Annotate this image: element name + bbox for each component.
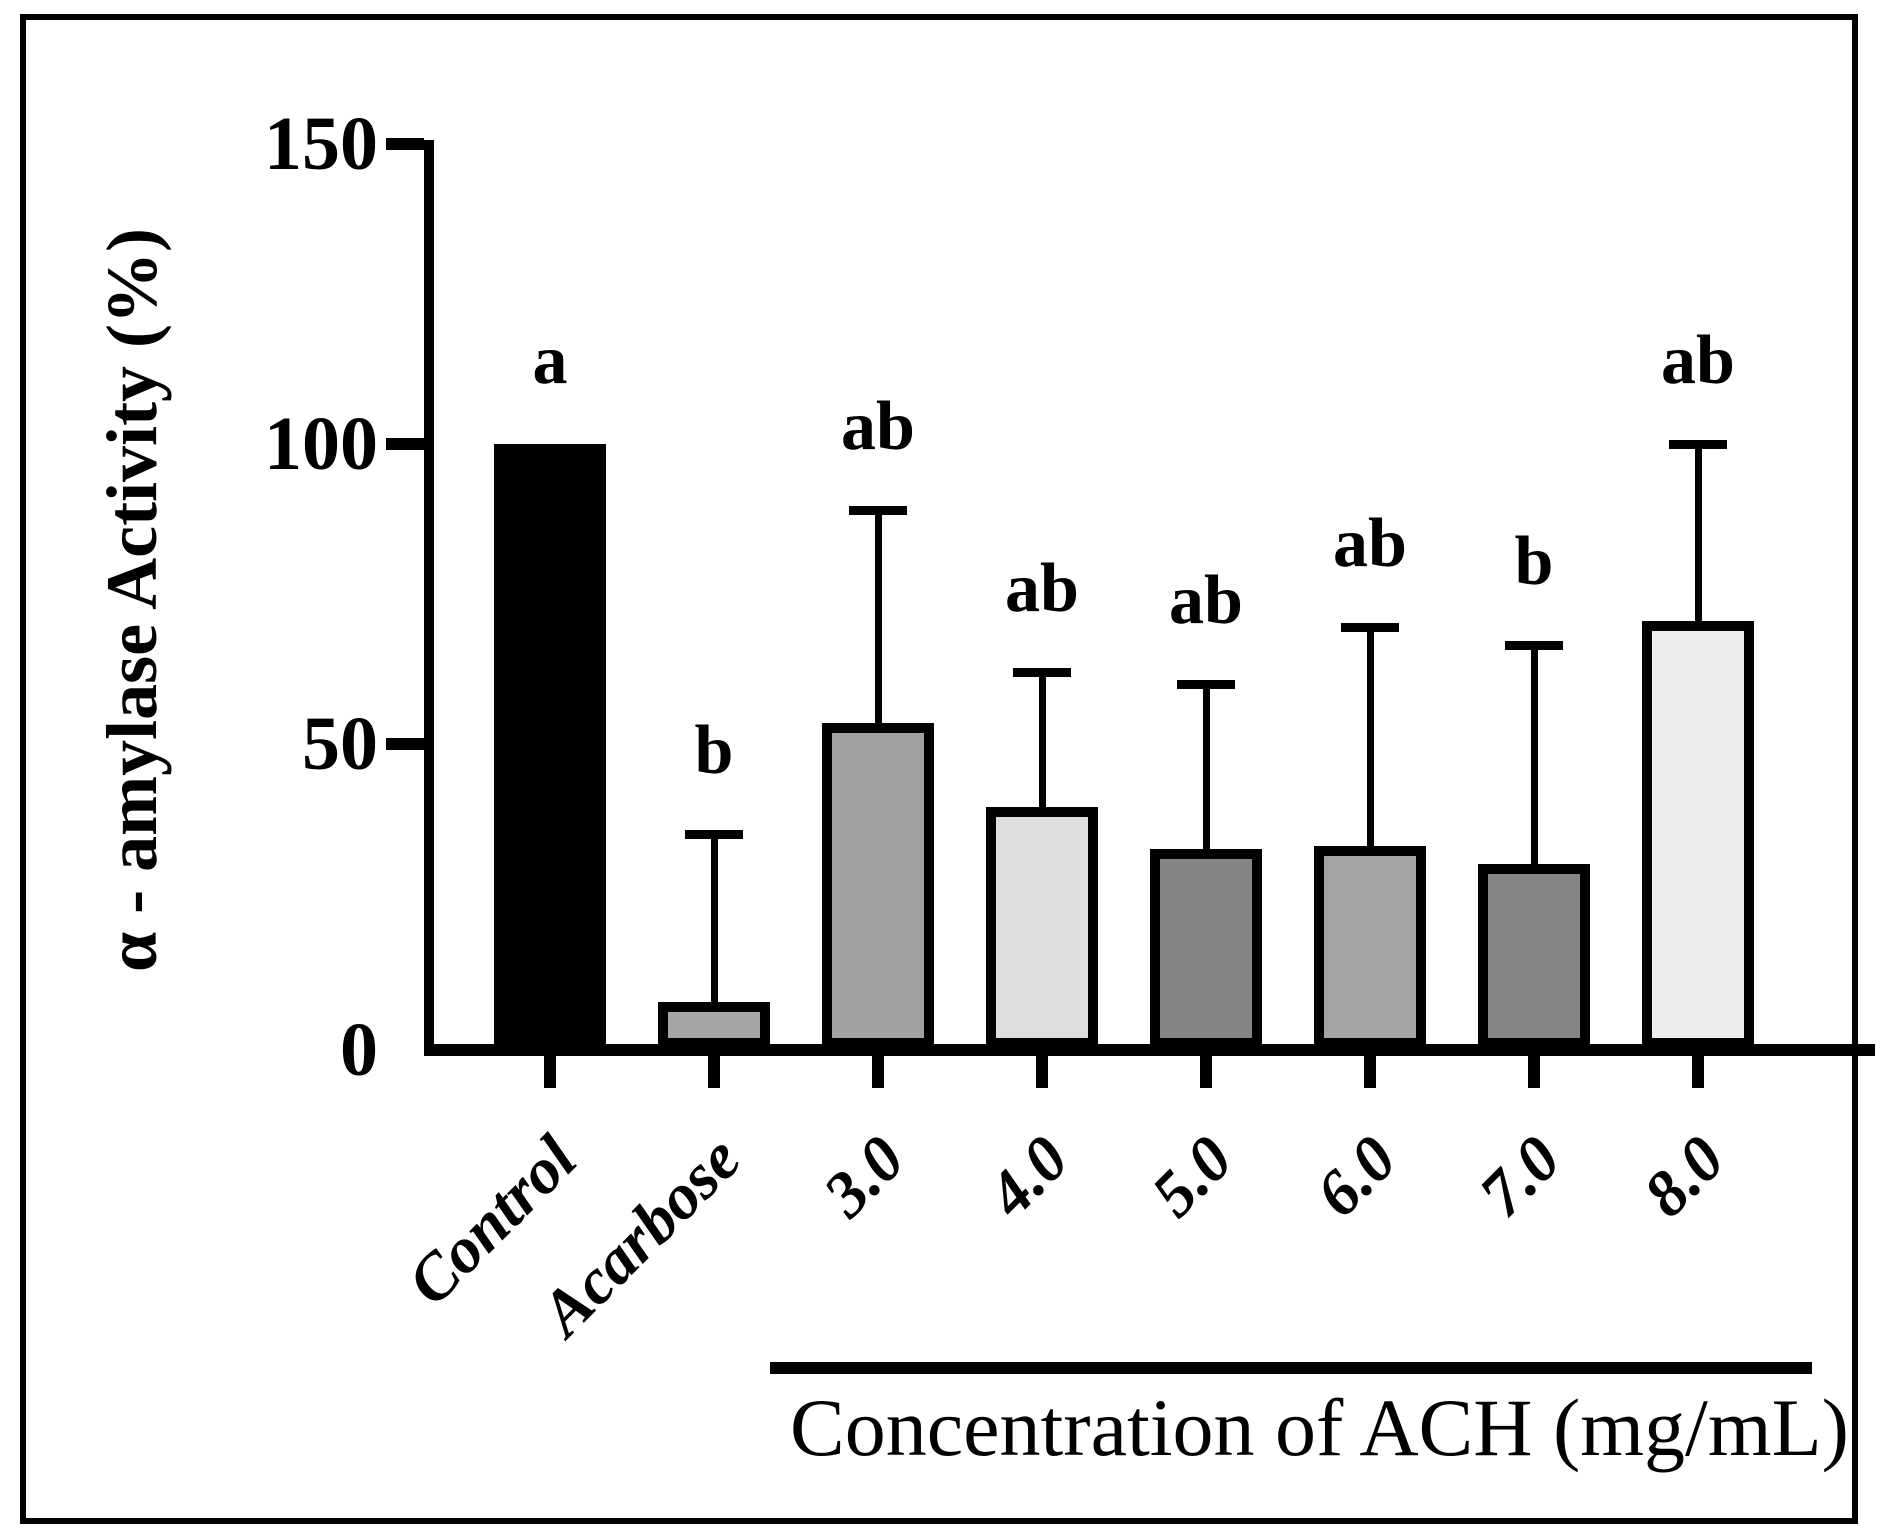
error-bar-cap-Acarbose bbox=[685, 830, 743, 839]
error-bar-cap-6.0 bbox=[1341, 623, 1399, 632]
bar-8.0 bbox=[1642, 621, 1754, 1048]
x-tick-4.0 bbox=[1036, 1056, 1048, 1088]
error-bar-cap-4.0 bbox=[1013, 668, 1071, 677]
significance-letter-3.0: ab bbox=[841, 388, 915, 465]
significance-letter-Acarbose: b bbox=[694, 712, 734, 789]
significance-letter-6.0: ab bbox=[1333, 505, 1407, 582]
error-bar-line-6.0 bbox=[1366, 627, 1374, 846]
y-tick-50 bbox=[386, 738, 424, 750]
x-axis-group-title: Concentration of ACH (mg/mL) bbox=[790, 1382, 1849, 1473]
bar-5.0 bbox=[1150, 849, 1262, 1048]
x-tick-7.0 bbox=[1528, 1056, 1540, 1088]
x-tick-3.0 bbox=[872, 1056, 884, 1088]
y-tick-label-0: 0 bbox=[340, 1008, 378, 1092]
significance-letter-Control: a bbox=[532, 322, 568, 399]
error-bar-line-8.0 bbox=[1694, 444, 1702, 621]
error-bar-cap-8.0 bbox=[1669, 440, 1727, 449]
x-tick-6.0 bbox=[1364, 1056, 1376, 1088]
y-tick-label-150: 150 bbox=[264, 102, 378, 186]
x-tick-5.0 bbox=[1200, 1056, 1212, 1088]
error-bar-cap-3.0 bbox=[849, 506, 907, 515]
error-bar-line-7.0 bbox=[1530, 645, 1538, 864]
group-axis-underline bbox=[770, 1362, 1812, 1374]
significance-letter-5.0: ab bbox=[1169, 562, 1243, 639]
error-bar-line-4.0 bbox=[1038, 672, 1046, 807]
y-axis-line bbox=[424, 140, 434, 1056]
figure-border bbox=[20, 14, 1858, 1524]
error-bar-line-Acarbose bbox=[710, 834, 718, 1002]
error-bar-cap-7.0 bbox=[1505, 641, 1563, 650]
bar-Acarbose bbox=[658, 1002, 770, 1048]
y-tick-label-50: 50 bbox=[302, 702, 378, 786]
error-bar-line-3.0 bbox=[874, 510, 882, 723]
significance-letter-8.0: ab bbox=[1661, 322, 1735, 399]
x-tick-8.0 bbox=[1692, 1056, 1704, 1088]
bar-Control bbox=[494, 444, 606, 1048]
y-tick-150 bbox=[386, 138, 424, 150]
y-tick-label-100: 100 bbox=[264, 402, 378, 486]
bar-3.0 bbox=[822, 723, 934, 1048]
error-bar-cap-5.0 bbox=[1177, 680, 1235, 689]
y-tick-100 bbox=[386, 438, 424, 450]
y-axis-title: α - amylase Activity (%) bbox=[92, 228, 172, 973]
bar-4.0 bbox=[986, 807, 1098, 1048]
significance-letter-7.0: b bbox=[1514, 523, 1554, 600]
significance-letter-4.0: ab bbox=[1005, 550, 1079, 627]
error-bar-line-5.0 bbox=[1202, 684, 1210, 849]
bar-6.0 bbox=[1314, 846, 1426, 1048]
x-tick-Control bbox=[544, 1056, 556, 1088]
x-tick-Acarbose bbox=[708, 1056, 720, 1088]
bar-7.0 bbox=[1478, 864, 1590, 1048]
